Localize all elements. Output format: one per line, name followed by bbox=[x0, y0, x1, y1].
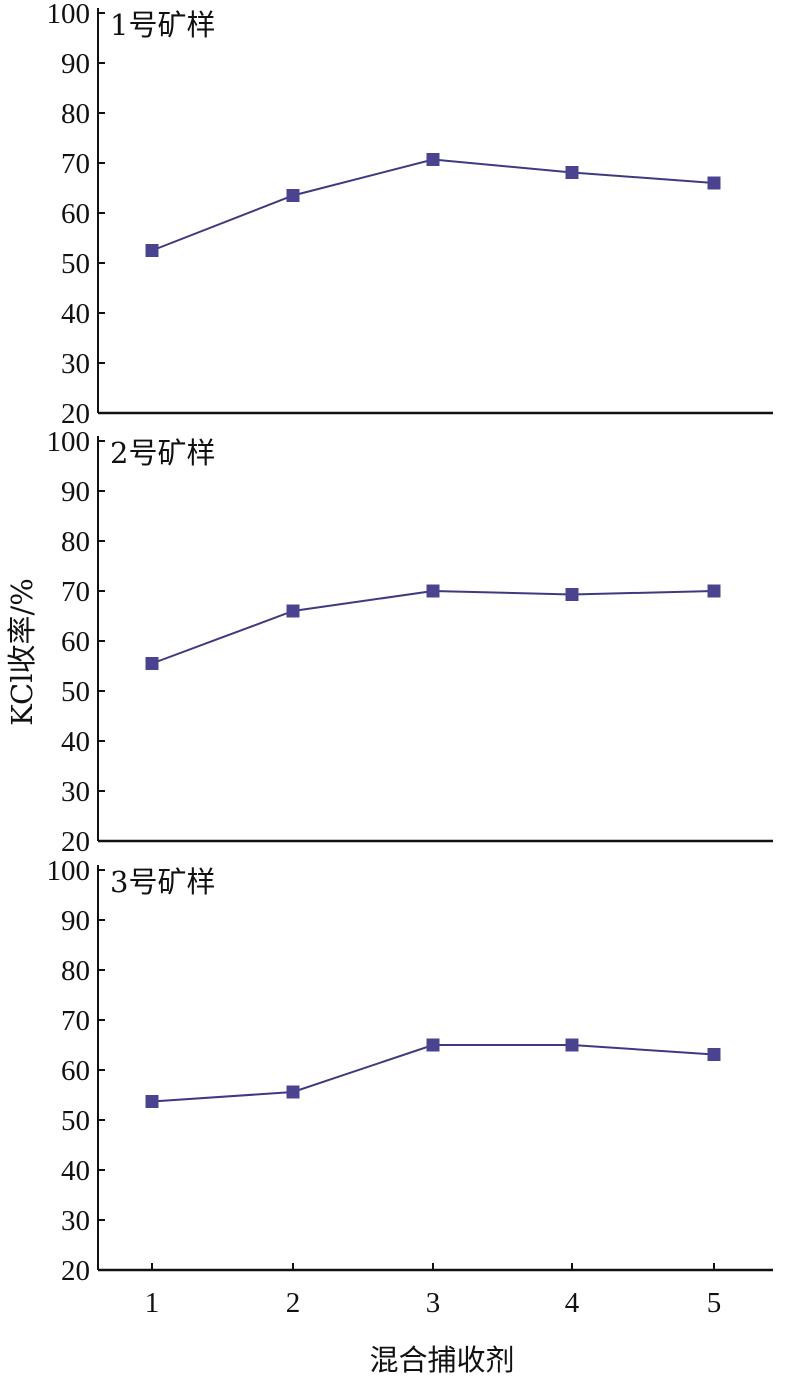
data-point-3-2 bbox=[286, 1085, 300, 1099]
data-point-2-3 bbox=[426, 584, 440, 598]
y-tick-label-1-60: 60 bbox=[61, 198, 90, 230]
panel-title-2: 2号矿样 bbox=[110, 436, 215, 470]
data-point-2-2 bbox=[286, 604, 300, 618]
y-tick-label-1-50: 50 bbox=[61, 248, 90, 280]
series-line-1 bbox=[151, 158, 715, 252]
y-tick-label-3-80: 80 bbox=[61, 955, 90, 987]
data-point-3-1 bbox=[145, 1095, 159, 1108]
y-tick-label-1-30: 30 bbox=[61, 348, 90, 380]
x-tick-label-4: 4 bbox=[565, 1287, 580, 1319]
data-point-1-3 bbox=[426, 153, 440, 166]
data-point-2-5 bbox=[707, 584, 721, 598]
y-tick-label-3-70: 70 bbox=[61, 1005, 90, 1037]
panels: 20 30 40 50 60 70 80 90 100 1号矿样 20 30 40 50 60 70 80 90 1… bbox=[47, 0, 773, 1319]
x-tick-label-2: 2 bbox=[286, 1287, 301, 1319]
y-axis-title: KCl收率/% bbox=[5, 578, 39, 726]
y-tick-label-2-20: 20 bbox=[61, 826, 90, 858]
y-tick-label-3-20: 20 bbox=[61, 1255, 90, 1287]
y-tick-label-1-90: 90 bbox=[61, 48, 90, 80]
panel-title-1: 1号矿样 bbox=[110, 8, 215, 42]
x-axis-title: 混合捕收剂 bbox=[369, 1343, 514, 1377]
panel-title-3: 3号矿样 bbox=[110, 865, 215, 899]
y-tick-label-3-50: 50 bbox=[61, 1105, 90, 1137]
y-tick-label-2-60: 60 bbox=[61, 626, 90, 658]
data-point-1-4 bbox=[565, 166, 579, 179]
y-tick-label-3-90: 90 bbox=[61, 905, 90, 937]
y-tick-label-2-30: 30 bbox=[61, 776, 90, 808]
x-tick-label-1: 1 bbox=[145, 1287, 160, 1319]
series-line-3 bbox=[151, 1044, 715, 1103]
data-point-3-3 bbox=[426, 1038, 440, 1052]
x-tick-label-5: 5 bbox=[707, 1287, 722, 1319]
data-point-3-5 bbox=[707, 1048, 721, 1061]
series-line-2 bbox=[151, 589, 715, 665]
y-tick-label-2-40: 40 bbox=[61, 726, 90, 758]
y-tick-label-1-70: 70 bbox=[61, 148, 90, 180]
y-tick-label-1-80: 80 bbox=[61, 98, 90, 130]
y-tick-label-2-50: 50 bbox=[61, 676, 90, 708]
data-point-2-1 bbox=[145, 657, 159, 670]
y-tick-label-3-30: 30 bbox=[61, 1205, 90, 1237]
y-tick-label-2-80: 80 bbox=[61, 526, 90, 558]
data-point-1-5 bbox=[707, 176, 721, 190]
data-point-1-2 bbox=[286, 189, 300, 202]
y-tick-label-2-100: 100 bbox=[47, 426, 91, 458]
x-tick-label-3: 3 bbox=[426, 1287, 441, 1319]
y-tick-label-3-60: 60 bbox=[61, 1055, 90, 1087]
data-point-1-1 bbox=[145, 244, 159, 257]
y-tick-label-1-40: 40 bbox=[61, 298, 90, 330]
y-tick-label-2-70: 70 bbox=[61, 576, 90, 608]
data-point-2-4 bbox=[565, 588, 579, 601]
y-tick-label-2-90: 90 bbox=[61, 476, 90, 508]
y-tick-label-3-40: 40 bbox=[61, 1155, 90, 1187]
data-point-3-4 bbox=[565, 1038, 579, 1052]
y-tick-label-3-100: 100 bbox=[47, 855, 91, 887]
y-tick-label-1-20: 20 bbox=[61, 398, 90, 430]
y-tick-label-1-100: 100 bbox=[47, 0, 91, 30]
